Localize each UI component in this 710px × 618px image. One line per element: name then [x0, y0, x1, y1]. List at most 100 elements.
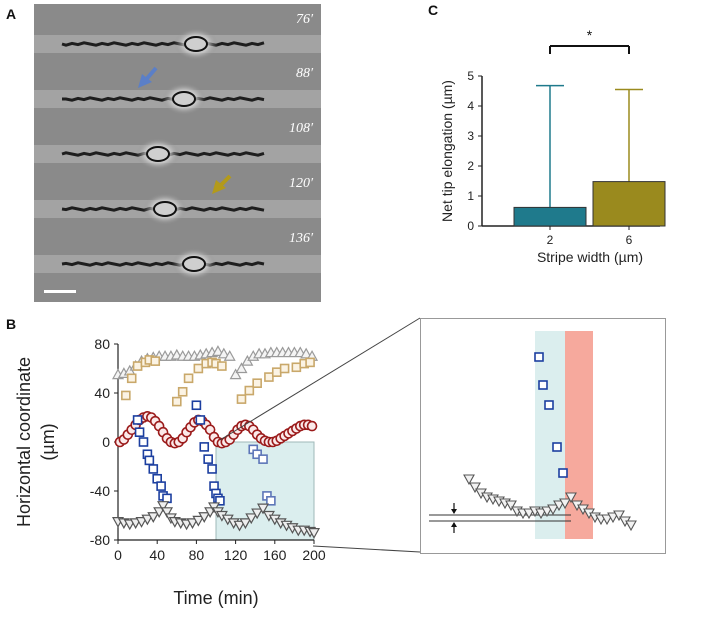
- dark-triangles-point: [198, 512, 211, 523]
- tan-squares-point: [279, 363, 290, 374]
- zoom-triangle: [613, 510, 625, 522]
- blue-squares-point: [195, 415, 206, 425]
- tan-squares-point: [183, 373, 194, 384]
- tan-squares-point: [126, 373, 137, 384]
- nucleus: [146, 146, 170, 162]
- blue-squares-point: [138, 437, 149, 447]
- microscopy-image-panel: 76′ 88′ 108′ 120′ 136′: [34, 4, 321, 302]
- zoom-triangle: [469, 482, 481, 494]
- time-label-120: 120′: [288, 176, 313, 191]
- upper-triangles-point: [211, 345, 224, 356]
- tan-squares-point: [236, 394, 247, 404]
- significance-star: *: [587, 27, 593, 43]
- scatter-chart-panel: 80 40 0 -40 -80 0 40 80 120 160 200 Time (min) Horiz…: [10, 326, 340, 616]
- y-tick-label: 5: [467, 69, 474, 83]
- x-tick-label: 200: [302, 547, 326, 563]
- cell-process: [61, 261, 265, 267]
- x-tick-label: 6: [626, 233, 633, 247]
- dark-triangles-point: [135, 517, 148, 528]
- tan-squares-point: [193, 363, 204, 374]
- microscopy-drawing: [34, 28, 321, 293]
- light-blue-squares-point: [266, 496, 276, 506]
- dark-triangles-point: [186, 518, 199, 530]
- x-axis-label: Stripe width (µm): [537, 249, 643, 265]
- bar-chart: 0 1 2 3 4 5 2 6 * Stripe width (µm) Net tip elonga…: [439, 27, 666, 265]
- x-tick-label: 120: [224, 547, 248, 563]
- cell-process: [62, 96, 265, 102]
- blue-squares-point: [199, 442, 210, 452]
- dark-triangles-point: [141, 514, 154, 526]
- x-tick-label: 0: [114, 547, 122, 563]
- y-tick-label: 3: [467, 129, 474, 143]
- yellow-arrow: [212, 174, 232, 194]
- zoom-triangle: [547, 504, 559, 516]
- x-tick-label: 2: [547, 233, 554, 247]
- bar-chart-panel: 0 1 2 3 4 5 2 6 * Stripe width (µm) Net tip elonga…: [439, 20, 700, 280]
- y-axis-unit: (µm): [38, 423, 58, 460]
- blue-squares-point: [203, 454, 213, 464]
- zoom-triangle: [535, 508, 547, 520]
- dark-triangles-point: [147, 512, 160, 523]
- panel-label-c: C: [428, 2, 439, 18]
- y-tick-label: 0: [102, 434, 110, 450]
- zoom-triangle: [559, 498, 571, 510]
- blue-squares-point: [207, 464, 217, 474]
- y-tick-label: 80: [94, 336, 110, 352]
- tan-squares-point: [217, 361, 227, 371]
- zoom-triangle: [565, 492, 577, 504]
- blue-squares-point: [134, 427, 145, 437]
- nucleus: [153, 201, 177, 217]
- x-tick-label: 160: [263, 547, 287, 563]
- tan-squares-point: [252, 378, 262, 389]
- dark-triangles-point: [251, 508, 264, 520]
- zoom-drawing: [429, 331, 637, 539]
- nucleus: [184, 36, 208, 52]
- zoom-blue-square: [544, 400, 554, 410]
- zoom-blue-square: [534, 352, 544, 362]
- nucleus: [172, 91, 196, 107]
- light-blue-squares-point: [252, 449, 262, 460]
- up-arrow-head: [451, 522, 457, 527]
- zoom-triangle: [553, 500, 565, 512]
- cell-process: [61, 41, 265, 47]
- y-axis-label: Horizontal coordinate: [14, 357, 34, 527]
- down-arrow-head: [451, 509, 457, 514]
- y-tick-label: 0: [467, 219, 474, 233]
- blue-squares-point: [132, 415, 143, 425]
- upper-triangles-point: [217, 347, 230, 359]
- y-tick-label: -40: [90, 483, 110, 499]
- tan-squares-point: [172, 396, 182, 407]
- y-tick-label: -80: [90, 532, 110, 548]
- zoom-triangle: [607, 512, 619, 524]
- upper-triangles-point: [235, 362, 248, 374]
- zoom-triangle: [463, 474, 475, 486]
- zoom-triangle: [625, 520, 637, 532]
- panel-label-b: B: [6, 316, 17, 332]
- tan-squares-point: [121, 390, 131, 401]
- zoom-triangle: [505, 500, 517, 512]
- tan-squares-point: [177, 386, 188, 397]
- upper-triangles-point: [229, 368, 242, 380]
- blue-squares-point: [215, 496, 225, 506]
- y-tick-label: 40: [94, 385, 110, 401]
- dark-triangles-point: [239, 518, 252, 530]
- x-tick-label: 40: [149, 547, 165, 563]
- blue-squares-point: [156, 481, 166, 491]
- tan-squares-point: [150, 356, 161, 366]
- light-blue-squares-point: [258, 454, 268, 464]
- tan-squares-point: [305, 357, 315, 368]
- red-circles-point: [306, 420, 318, 432]
- time-label-136: 136′: [288, 231, 313, 246]
- zoom-triangle: [523, 508, 535, 520]
- nucleus: [182, 256, 206, 272]
- scale-bar: [44, 290, 76, 293]
- zoom-inset: [420, 318, 666, 554]
- dark-triangles-point: [157, 501, 170, 512]
- dark-triangles-point: [257, 503, 270, 515]
- zoom-blue-square: [558, 468, 568, 478]
- time-label-76: 76′: [295, 12, 313, 27]
- zoom-triangle: [541, 506, 553, 518]
- panel-label-a: A: [6, 6, 17, 22]
